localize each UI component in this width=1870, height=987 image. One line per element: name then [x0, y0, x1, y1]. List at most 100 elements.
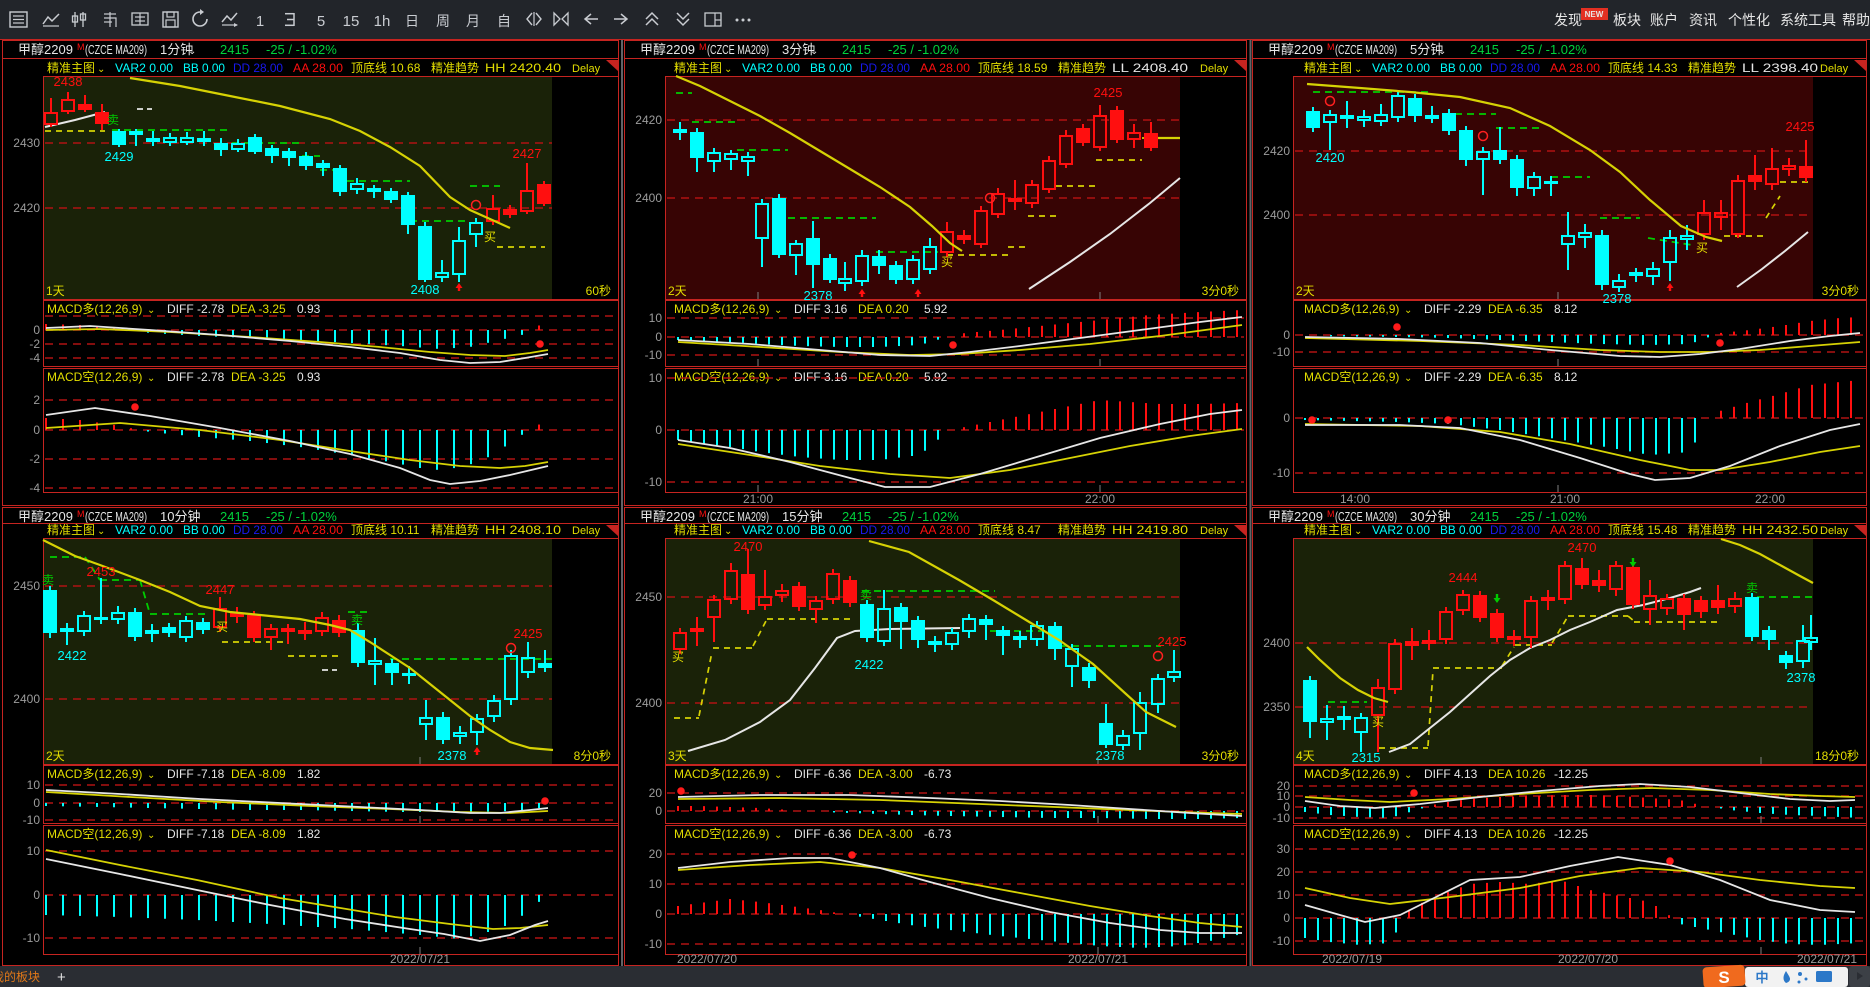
- svg-text:0: 0: [33, 888, 40, 902]
- svg-text:10: 10: [27, 778, 41, 792]
- svg-text:Delay: Delay: [1820, 525, 1849, 537]
- svg-text:精准趋势: 精准趋势: [1058, 523, 1106, 537]
- svg-text:(CZCE MA209): (CZCE MA209): [1335, 509, 1397, 524]
- svg-text:DEA 0.20: DEA 0.20: [858, 370, 909, 384]
- svg-text:DEA 0.20: DEA 0.20: [858, 302, 909, 316]
- svg-text:-25 / -1.02%: -25 / -1.02%: [1516, 42, 1587, 57]
- svg-text:3分0秒: 3分0秒: [1202, 749, 1239, 763]
- svg-text:2天: 2天: [668, 284, 687, 298]
- svg-text:MACD空(12,26,9): MACD空(12,26,9): [1304, 370, 1399, 384]
- svg-text:30分钟: 30分钟: [1410, 509, 1450, 524]
- svg-text:⌄: ⌄: [724, 64, 732, 75]
- svg-text:⌄: ⌄: [810, 46, 818, 57]
- svg-text:20: 20: [1277, 779, 1291, 793]
- svg-text:1分钟: 1分钟: [160, 42, 193, 57]
- svg-text:甲醇2209: 甲醇2209: [18, 509, 73, 524]
- svg-text:DIFF -7.18: DIFF -7.18: [167, 767, 225, 781]
- svg-text:甲醇2209: 甲醇2209: [18, 42, 73, 57]
- svg-text:-25 / -1.02%: -25 / -1.02%: [888, 42, 959, 57]
- svg-text:DEA -3.25: DEA -3.25: [231, 302, 286, 316]
- svg-text:0: 0: [655, 330, 662, 344]
- svg-text:-25 / -1.02%: -25 / -1.02%: [1516, 509, 1587, 524]
- svg-text:+: +: [57, 969, 66, 986]
- svg-text:中: 中: [1755, 970, 1768, 985]
- svg-text:DD 28.00: DD 28.00: [860, 61, 910, 75]
- svg-text:MACD空(12,26,9): MACD空(12,26,9): [47, 827, 142, 841]
- svg-text:2430: 2430: [13, 136, 40, 150]
- svg-text:MACD多(12,26,9): MACD多(12,26,9): [1304, 767, 1399, 781]
- svg-text:精准趋势: 精准趋势: [431, 61, 479, 75]
- svg-text:2378: 2378: [438, 748, 467, 763]
- svg-text:1天: 1天: [46, 284, 65, 298]
- svg-text:-25 / -1.02%: -25 / -1.02%: [266, 42, 337, 57]
- svg-text:买: 买: [1696, 241, 1708, 255]
- svg-text:-4: -4: [29, 481, 40, 495]
- svg-text:0: 0: [1283, 411, 1290, 425]
- svg-text:2415: 2415: [842, 509, 871, 524]
- svg-text:顶底线 8.47: 顶底线 8.47: [978, 522, 1041, 537]
- svg-text:2022/07/19: 2022/07/19: [1322, 952, 1382, 966]
- svg-text:-10: -10: [1273, 466, 1291, 480]
- svg-text:甲醇2209: 甲醇2209: [1268, 509, 1323, 524]
- svg-text:板块: 板块: [1613, 12, 1641, 28]
- svg-text:M: M: [1327, 509, 1335, 519]
- svg-text:LL 2398.40: LL 2398.40: [1742, 61, 1818, 75]
- svg-text:-10: -10: [645, 937, 663, 951]
- svg-text:2415: 2415: [220, 42, 249, 57]
- svg-text:2420: 2420: [1263, 144, 1290, 158]
- svg-text:精准趋势: 精准趋势: [1688, 61, 1736, 75]
- svg-text:MACD多(12,26,9): MACD多(12,26,9): [674, 767, 769, 781]
- svg-text:精准主图: 精准主图: [47, 61, 95, 75]
- svg-text:2408: 2408: [411, 282, 440, 297]
- svg-text:⌄: ⌄: [147, 770, 155, 781]
- svg-text:⌄: ⌄: [188, 46, 196, 57]
- svg-text:AA 28.00: AA 28.00: [1550, 61, 1600, 75]
- svg-text:DIFF -2.29: DIFF -2.29: [1424, 370, 1482, 384]
- svg-text:VAR2 0.00: VAR2 0.00: [115, 523, 173, 537]
- svg-text:-10: -10: [1273, 934, 1291, 948]
- svg-text:5.92: 5.92: [924, 370, 948, 384]
- svg-text:10: 10: [649, 877, 663, 891]
- svg-text:0.93: 0.93: [297, 370, 321, 384]
- svg-text:HH 2420.40: HH 2420.40: [485, 61, 561, 75]
- svg-text:2470: 2470: [1568, 540, 1597, 555]
- svg-text:DIFF -2.78: DIFF -2.78: [167, 370, 225, 384]
- svg-text:发现: 发现: [1554, 12, 1582, 28]
- svg-text:21:00: 21:00: [1550, 492, 1580, 506]
- svg-text:3分钟: 3分钟: [782, 42, 815, 57]
- svg-text:2022/07/21: 2022/07/21: [1797, 952, 1857, 966]
- svg-text:0: 0: [655, 423, 662, 437]
- svg-text:2400: 2400: [635, 191, 662, 205]
- svg-text:DEA -3.25: DEA -3.25: [231, 370, 286, 384]
- svg-text:AA 28.00: AA 28.00: [1550, 523, 1600, 537]
- svg-text:2022/07/21: 2022/07/21: [390, 952, 450, 966]
- svg-text:-12.25: -12.25: [1554, 827, 1588, 841]
- svg-text:2450: 2450: [13, 579, 40, 593]
- svg-text:⌄: ⌄: [97, 64, 105, 75]
- svg-text:VAR2 0.00: VAR2 0.00: [1372, 523, 1430, 537]
- svg-text:DIFF -6.36: DIFF -6.36: [794, 767, 852, 781]
- svg-text:HH 2432.50: HH 2432.50: [1742, 523, 1818, 537]
- svg-text:HH 2408.10: HH 2408.10: [485, 523, 561, 537]
- svg-text:DIFF 3.16: DIFF 3.16: [794, 370, 848, 384]
- svg-text:卖: 卖: [42, 573, 54, 587]
- svg-text:⌄: ⌄: [188, 513, 196, 524]
- svg-text:2415: 2415: [1470, 42, 1499, 57]
- svg-text:⌄: ⌄: [1404, 373, 1412, 384]
- svg-text:精准主图: 精准主图: [1304, 61, 1352, 75]
- svg-text:0.93: 0.93: [297, 302, 321, 316]
- svg-text:(CZCE MA209): (CZCE MA209): [85, 509, 147, 524]
- svg-text:21:00: 21:00: [743, 492, 773, 506]
- svg-text:2425: 2425: [1094, 85, 1123, 100]
- svg-text:精准趋势: 精准趋势: [431, 523, 479, 537]
- svg-text:DIFF -2.29: DIFF -2.29: [1424, 302, 1482, 316]
- svg-text:DD 28.00: DD 28.00: [1490, 61, 1540, 75]
- svg-text:2400: 2400: [13, 692, 40, 706]
- svg-text:1h: 1h: [374, 13, 391, 30]
- svg-text:自: 自: [497, 13, 511, 29]
- svg-text:1: 1: [256, 13, 264, 30]
- svg-text:Delay: Delay: [1200, 63, 1229, 75]
- svg-text:卖: 卖: [107, 113, 119, 127]
- svg-text:VAR2 0.00: VAR2 0.00: [742, 61, 800, 75]
- svg-text:0: 0: [655, 907, 662, 921]
